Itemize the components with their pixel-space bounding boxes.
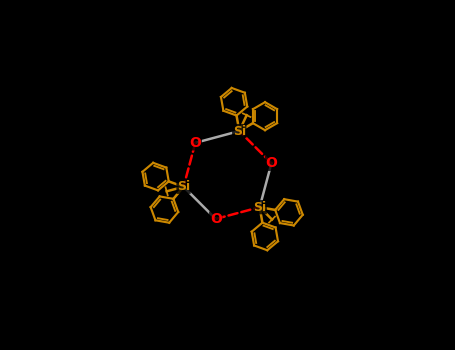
Text: Si: Si	[177, 180, 190, 193]
Text: O: O	[189, 136, 201, 150]
Text: Si: Si	[253, 201, 266, 214]
Text: Si: Si	[233, 125, 246, 138]
Text: O: O	[266, 156, 278, 170]
Text: O: O	[210, 212, 222, 226]
